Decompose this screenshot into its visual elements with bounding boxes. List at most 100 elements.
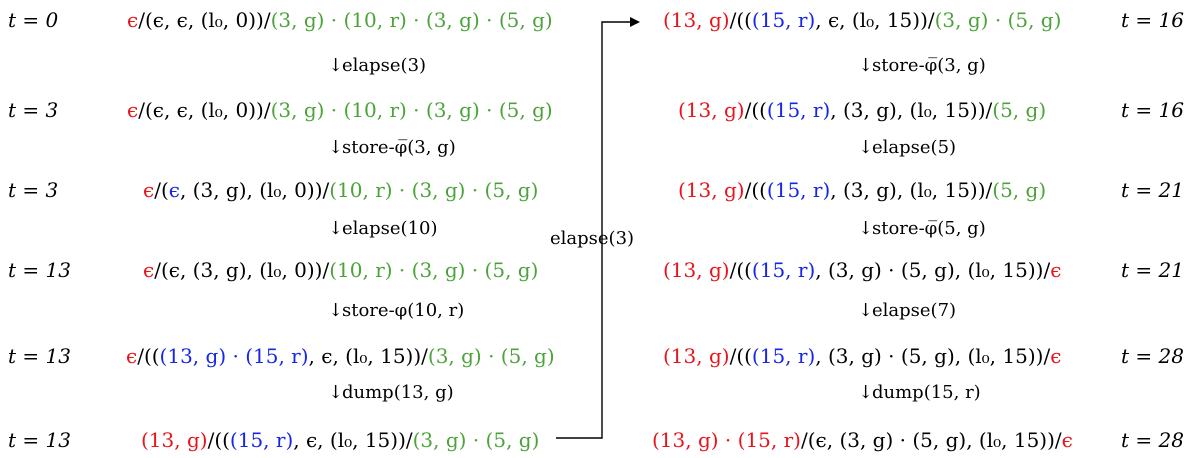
- left-time-3: t = 13: [8, 258, 71, 282]
- right-state-2-segment-3: , (3, g), (l₀, 15))/: [830, 178, 993, 202]
- left-state-4-segment-4: (3, g) · (5, g): [427, 344, 555, 368]
- left-state-1-segment-1: /(ϵ, ϵ, (l₀, 0))/: [138, 98, 271, 122]
- right-state-0-segment-4: (3, g) · (5, g): [934, 8, 1062, 32]
- down-arrow-icon: ↓: [328, 55, 344, 76]
- right-state-0-expr: (13, g)/(((15, r), ϵ, (l₀, 15))/(3, g) ·…: [663, 8, 1061, 32]
- left-state-5-segment-3: , ϵ, (l₀, 15))/: [293, 428, 413, 452]
- right-time-2: t = 21: [1121, 178, 1184, 202]
- right-transition-4: ↓dump(15, r): [858, 382, 981, 404]
- right-state-1-segment-4: (5, g): [992, 98, 1047, 122]
- right-state-5-expr: (13, g) · (15, r)/(ϵ, (3, g) · (5, g), (…: [652, 428, 1073, 452]
- left-state-2-segment-2: ϵ: [168, 178, 180, 202]
- right-time-1: t = 16: [1121, 98, 1184, 122]
- right-state-3-segment-3: , (3, g) · (5, g), (l₀, 15))/: [815, 258, 1051, 282]
- left-time-5: t = 13: [8, 428, 71, 452]
- left-state-0-expr: ϵ/(ϵ, ϵ, (l₀, 0))/(3, g) · (10, r) · (3,…: [127, 8, 553, 32]
- right-state-4-segment-3: , (3, g) · (5, g), (l₀, 15))/: [815, 344, 1051, 368]
- left-transition-1: ↓store-φ̅(3, g): [328, 137, 456, 159]
- left-state-2-segment-4: (10, r) · (3, g) · (5, g): [329, 178, 539, 202]
- down-arrow-icon: ↓: [858, 300, 874, 321]
- right-transition-2: ↓store-φ̅(5, g): [858, 218, 986, 240]
- right-transition-3: ↓elapse(7): [858, 300, 956, 322]
- left-state-0-segment-1: /(ϵ, ϵ, (l₀, 0))/: [138, 8, 271, 32]
- right-transition-1-label: elapse(5): [872, 137, 957, 158]
- left-state-0-segment-0: ϵ: [127, 8, 139, 32]
- down-arrow-icon: ↓: [858, 55, 874, 76]
- right-transition-4-label: dump(15, r): [872, 382, 981, 403]
- right-state-0-segment-3: , ϵ, (l₀, 15))/: [815, 8, 935, 32]
- right-state-2-expr: (13, g)/(((15, r), (3, g), (l₀, 15))/(5,…: [678, 178, 1046, 202]
- right-state-3-segment-4: ϵ: [1050, 258, 1062, 282]
- right-state-2-segment-0: (13, g): [678, 178, 745, 202]
- left-state-4-segment-1: /((: [137, 344, 160, 368]
- left-state-2-segment-3: , (3, g), (l₀, 0))/: [179, 178, 330, 202]
- right-state-4-segment-0: (13, g): [663, 344, 730, 368]
- right-state-1-segment-2: (15, r): [766, 98, 831, 122]
- right-time-5: t = 28: [1121, 428, 1184, 452]
- right-state-1-segment-3: , (3, g), (l₀, 15))/: [830, 98, 993, 122]
- left-time-4: t = 13: [8, 344, 71, 368]
- right-state-3-segment-2: (15, r): [751, 258, 816, 282]
- right-state-5-segment-1: /(ϵ, (3, g) · (5, g), (l₀, 15))/: [800, 428, 1062, 452]
- down-arrow-icon: ↓: [858, 137, 874, 158]
- right-transition-2-label: store-φ̅(5, g): [872, 218, 986, 239]
- left-transition-0-label: elapse(3): [342, 55, 427, 76]
- right-state-2-segment-4: (5, g): [992, 178, 1047, 202]
- right-transition-0-label: store-φ̅(3, g): [872, 55, 986, 76]
- right-state-4-segment-4: ϵ: [1050, 344, 1062, 368]
- left-transition-4: ↓dump(13, g): [328, 382, 454, 404]
- left-state-2-segment-0: ϵ: [143, 178, 155, 202]
- right-state-5-segment-2: ϵ: [1061, 428, 1073, 452]
- right-state-2-segment-2: (15, r): [766, 178, 831, 202]
- left-time-0: t = 0: [8, 8, 59, 32]
- right-state-3-segment-1: /((: [729, 258, 752, 282]
- left-transition-2: ↓elapse(10): [328, 218, 438, 240]
- left-state-4-segment-2: (13, g) · (15, r): [159, 344, 309, 368]
- left-state-2-expr: ϵ/(ϵ, (3, g), (l₀, 0))/(10, r) · (3, g) …: [143, 178, 538, 202]
- left-transition-0: ↓elapse(3): [328, 55, 426, 77]
- left-state-5-segment-0: (13, g): [141, 428, 208, 452]
- right-time-4: t = 28: [1121, 344, 1184, 368]
- down-arrow-icon: ↓: [328, 218, 344, 239]
- down-arrow-icon: ↓: [328, 137, 344, 158]
- down-arrow-icon: ↓: [858, 382, 874, 403]
- right-state-4-segment-2: (15, r): [751, 344, 816, 368]
- right-state-1-expr: (13, g)/(((15, r), (3, g), (l₀, 15))/(5,…: [678, 98, 1046, 122]
- left-state-1-segment-0: ϵ: [127, 98, 139, 122]
- left-state-3-segment-2: (10, r) · (3, g) · (5, g): [329, 258, 539, 282]
- right-state-0-segment-1: /((: [729, 8, 752, 32]
- left-time-2: t = 3: [8, 178, 59, 202]
- right-state-1-segment-1: /((: [744, 98, 767, 122]
- left-state-3-segment-0: ϵ: [143, 258, 155, 282]
- left-state-4-segment-0: ϵ: [126, 344, 138, 368]
- left-time-1: t = 3: [8, 98, 59, 122]
- right-state-3-segment-0: (13, g): [663, 258, 730, 282]
- left-state-3-segment-1: /(ϵ, (3, g), (l₀, 0))/: [154, 258, 330, 282]
- right-transition-1: ↓elapse(5): [858, 137, 956, 159]
- left-state-5-expr: (13, g)/(((15, r), ϵ, (l₀, 15))/(3, g) ·…: [141, 428, 539, 452]
- left-state-5-segment-4: (3, g) · (5, g): [412, 428, 540, 452]
- down-arrow-icon: ↓: [328, 300, 344, 321]
- right-state-3-expr: (13, g)/(((15, r), (3, g) · (5, g), (l₀,…: [663, 258, 1061, 282]
- right-time-3: t = 21: [1121, 258, 1184, 282]
- right-state-4-segment-1: /((: [729, 344, 752, 368]
- left-transition-3-label: store-φ(10, r): [342, 300, 465, 321]
- left-state-5-segment-2: (15, r): [229, 428, 294, 452]
- left-state-4-expr: ϵ/(((13, g) · (15, r), ϵ, (l₀, 15))/(3, …: [126, 344, 555, 368]
- left-state-5-segment-1: /((: [207, 428, 230, 452]
- left-transition-4-label: dump(13, g): [342, 382, 454, 403]
- right-time-0: t = 16: [1121, 8, 1184, 32]
- right-transition-3-label: elapse(7): [872, 300, 957, 321]
- left-state-0-segment-2: (3, g) · (10, r) · (3, g) · (5, g): [270, 8, 553, 32]
- left-transition-1-label: store-φ̅(3, g): [342, 137, 456, 158]
- left-state-1-expr: ϵ/(ϵ, ϵ, (l₀, 0))/(3, g) · (10, r) · (3,…: [127, 98, 553, 122]
- left-state-2-segment-1: /(: [154, 178, 169, 202]
- left-state-3-expr: ϵ/(ϵ, (3, g), (l₀, 0))/(10, r) · (3, g) …: [143, 258, 538, 282]
- left-state-1-segment-2: (3, g) · (10, r) · (3, g) · (5, g): [270, 98, 553, 122]
- down-arrow-icon: ↓: [328, 382, 344, 403]
- right-state-0-segment-0: (13, g): [663, 8, 730, 32]
- right-state-2-segment-1: /((: [744, 178, 767, 202]
- down-arrow-icon: ↓: [858, 218, 874, 239]
